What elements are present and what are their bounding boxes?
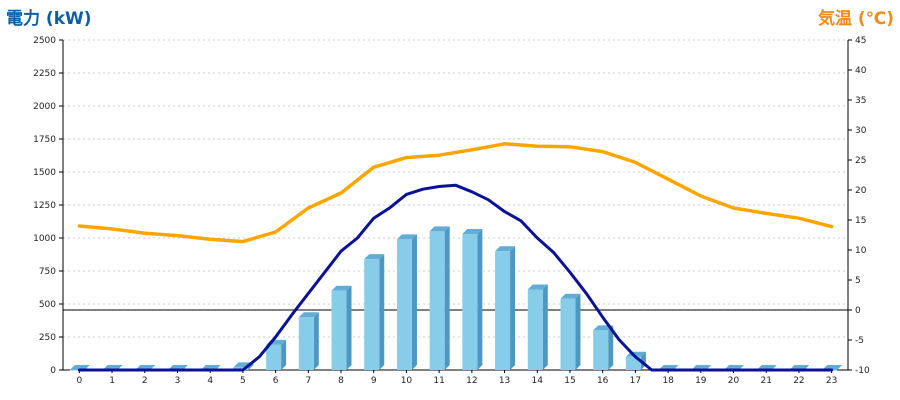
right-tick-label: -5 — [855, 336, 864, 346]
x-tick-label: 19 — [695, 376, 707, 386]
x-tick-label: 9 — [371, 376, 377, 386]
x-tick-label: 22 — [793, 376, 804, 386]
right-tick-label: 25 — [855, 156, 866, 166]
x-tick-label: 0 — [76, 376, 82, 386]
left-tick-label: 1000 — [33, 234, 56, 244]
x-tick-label: 20 — [728, 376, 740, 386]
x-tick-label: 10 — [401, 376, 413, 386]
power-bar — [364, 254, 385, 370]
right-tick-label: 0 — [855, 306, 861, 316]
right-axis-title: 気温 (℃) — [817, 9, 894, 29]
left-tick-label: 2500 — [33, 36, 56, 46]
power-bar — [266, 339, 287, 370]
power-bar — [396, 234, 417, 370]
right-tick-label: 30 — [855, 126, 867, 136]
x-tick-label: 16 — [597, 376, 609, 386]
left-tick-label: 0 — [50, 366, 56, 376]
x-tick-label: 11 — [433, 376, 444, 386]
x-tick-label: 2 — [142, 376, 148, 386]
x-tick-label: 4 — [207, 376, 213, 386]
left-tick-label: 2250 — [33, 69, 56, 79]
x-tick-label: 15 — [564, 376, 575, 386]
right-tick-label: 5 — [855, 276, 861, 286]
power-bar — [298, 312, 319, 370]
left-tick-label: 1500 — [33, 168, 56, 178]
temperature-line — [77, 142, 834, 244]
x-tick-label: 23 — [826, 376, 837, 386]
power-bar — [560, 293, 581, 370]
x-tick-label: 14 — [532, 376, 544, 386]
x-tick-label: 7 — [305, 376, 311, 386]
power-bar — [593, 325, 614, 370]
left-tick-label: 500 — [39, 300, 56, 310]
x-tick-label: 8 — [338, 376, 344, 386]
power-bar — [495, 246, 516, 370]
power-bar — [331, 285, 352, 370]
left-tick-label: 2000 — [33, 102, 56, 112]
power-bar — [625, 351, 646, 370]
x-tick-label: 21 — [761, 376, 772, 386]
right-tick-label: 10 — [855, 246, 867, 256]
x-tick-label: 18 — [662, 376, 674, 386]
right-tick-label: 35 — [855, 96, 866, 106]
right-tick-label: -10 — [855, 366, 870, 376]
left-tick-label: 250 — [39, 333, 56, 343]
power-line — [77, 183, 834, 372]
right-tick-label: 15 — [855, 216, 866, 226]
left-tick-label: 1250 — [33, 201, 56, 211]
left-axis-title: 電力 (kW) — [6, 9, 92, 29]
left-tick-label: 750 — [39, 267, 56, 277]
x-tick-label: 3 — [175, 376, 181, 386]
x-tick-label: 13 — [499, 376, 510, 386]
x-tick-label: 1 — [109, 376, 115, 386]
right-tick-label: 45 — [855, 36, 866, 46]
left-tick-label: 1750 — [33, 135, 56, 145]
right-tick-label: 20 — [855, 186, 867, 196]
x-tick-label: 17 — [630, 376, 641, 386]
right-tick-label: 40 — [855, 66, 867, 76]
x-tick-label: 6 — [273, 376, 279, 386]
power-bar — [429, 226, 450, 370]
power-bar — [462, 229, 483, 370]
x-tick-label: 5 — [240, 376, 246, 386]
x-tick-label: 12 — [466, 376, 477, 386]
power-bar — [527, 284, 548, 370]
